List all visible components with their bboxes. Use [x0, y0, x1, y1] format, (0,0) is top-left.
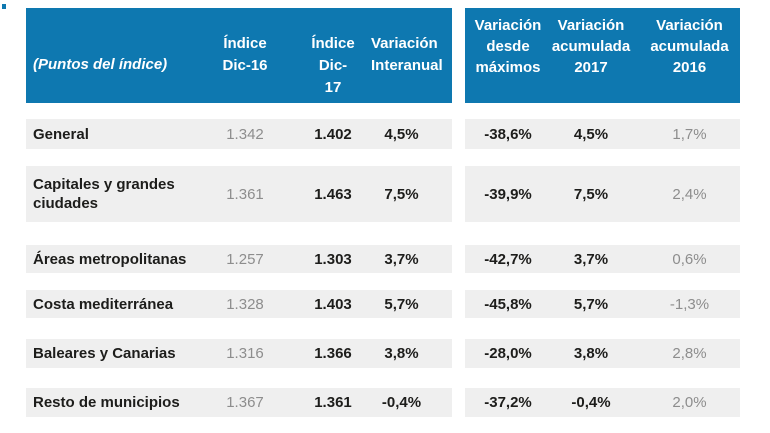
- cell-indice-dic16: 1.257: [226, 250, 264, 268]
- cell-variacion-interanual: 5,7%: [384, 295, 419, 313]
- cell-variacion-acumulada-2016: -1,3%: [669, 295, 710, 313]
- column-header-indice-dic16: Índice Dic-16: [222, 35, 268, 74]
- cell-variacion-interanual: -0,4%: [381, 394, 422, 411]
- cell-variacion-interanual: 7,5%: [384, 185, 419, 203]
- cell-variacion-acumulada-2017: -0,4%: [571, 394, 611, 411]
- row-left-segment: Costa mediterránea 1.328 1.403 5,7%: [26, 290, 452, 318]
- cell-variacion-desde-maximos: -45,8%: [484, 295, 532, 313]
- cell-variacion-acumulada-2017: 7,5%: [573, 185, 609, 203]
- row-right-segment: -38,6% 4,5% 1,7%: [465, 119, 740, 149]
- corner-fragment: [2, 4, 6, 9]
- cell-variacion-desde-maximos: -42,7%: [484, 250, 532, 268]
- row-right-segment: -45,8% 5,7% -1,3%: [465, 290, 740, 318]
- table-row-baleares: Baleares y Canarias 1.316 1.366 3,8% -28…: [26, 339, 740, 368]
- cell-indice-dic17: 1.361: [314, 394, 352, 411]
- row-left-segment: Áreas metropolitanas 1.257 1.303 3,7%: [26, 245, 452, 273]
- cell-indice-dic17: 1.463: [314, 185, 352, 203]
- row-left-segment: General 1.342 1.402 4,5%: [26, 119, 452, 149]
- column-header-variacion-acumulada-2017: Variación acumulada 2017: [551, 17, 631, 76]
- cell-variacion-acumulada-2017: 3,7%: [573, 250, 609, 268]
- cell-indice-dic16: 1.316: [226, 345, 264, 362]
- table-row-costa: Costa mediterránea 1.328 1.403 5,7% -45,…: [26, 290, 740, 318]
- cell-indice-dic17: 1.366: [314, 345, 352, 362]
- table-header-right: Variación desde máximos Variación acumul…: [465, 8, 740, 103]
- column-header-variacion-desde-maximos: Variación desde máximos: [474, 17, 542, 76]
- row-right-segment: -39,9% 7,5% 2,4%: [465, 166, 740, 222]
- cell-variacion-acumulada-2017: 3,8%: [573, 345, 609, 362]
- cell-variacion-acumulada-2016: 2,0%: [672, 394, 707, 411]
- cell-variacion-desde-maximos: -39,9%: [484, 185, 532, 203]
- cell-variacion-acumulada-2016: 0,6%: [672, 250, 707, 268]
- cell-indice-dic17: 1.403: [314, 295, 352, 313]
- cell-indice-dic16: 1.361: [226, 185, 264, 203]
- unit-label: (Puntos del índice): [33, 56, 168, 73]
- cell-indice-dic17: 1.402: [314, 125, 352, 143]
- table-header-left: (Puntos del índice) Índice Dic-16 Índice…: [26, 8, 452, 103]
- cell-indice-dic17: 1.303: [314, 250, 352, 268]
- cell-indice-dic16: 1.328: [226, 295, 264, 313]
- row-left-segment: Baleares y Canarias 1.316 1.366 3,8%: [26, 339, 452, 368]
- table-row-general: General 1.342 1.402 4,5% -38,6% 4,5% 1,7…: [26, 119, 740, 149]
- row-label: Capitales y grandes ciudades: [33, 176, 175, 212]
- cell-variacion-acumulada-2017: 5,7%: [573, 295, 609, 313]
- row-left-segment: Resto de municipios 1.367 1.361 -0,4%: [26, 388, 452, 417]
- row-left-segment: Capitales y grandes ciudades 1.361 1.463…: [26, 166, 452, 222]
- cell-indice-dic16: 1.342: [226, 125, 264, 143]
- table-row-capitales: Capitales y grandes ciudades 1.361 1.463…: [26, 166, 740, 222]
- cell-variacion-interanual: 3,8%: [384, 345, 419, 362]
- cell-variacion-desde-maximos: -38,6%: [484, 125, 532, 143]
- table-row-areas: Áreas metropolitanas 1.257 1.303 3,7% -4…: [26, 245, 740, 273]
- row-label: Resto de municipios: [33, 394, 180, 411]
- column-header-indice-dic17: Índice Dic- 17: [311, 35, 355, 96]
- cell-indice-dic16: 1.367: [226, 394, 264, 411]
- row-label: General: [33, 125, 89, 143]
- cell-variacion-acumulada-2017: 4,5%: [573, 125, 609, 143]
- cell-variacion-desde-maximos: -37,2%: [484, 394, 532, 411]
- cell-variacion-desde-maximos: -28,0%: [484, 345, 532, 362]
- row-label: Áreas metropolitanas: [33, 250, 187, 268]
- row-label: Baleares y Canarias: [33, 345, 176, 362]
- row-right-segment: -37,2% -0,4% 2,0%: [465, 388, 740, 417]
- row-right-segment: -42,7% 3,7% 0,6%: [465, 245, 740, 273]
- table-row-resto: Resto de municipios 1.367 1.361 -0,4% -3…: [26, 388, 740, 417]
- column-header-variacion-acumulada-2016: Variación acumulada 2016: [650, 17, 729, 76]
- row-label: Costa mediterránea: [33, 295, 174, 313]
- cell-variacion-acumulada-2016: 1,7%: [672, 125, 707, 143]
- cell-variacion-acumulada-2016: 2,8%: [672, 345, 707, 362]
- cell-variacion-interanual: 3,7%: [384, 250, 419, 268]
- cell-variacion-interanual: 4,5%: [384, 125, 419, 143]
- cell-variacion-acumulada-2016: 2,4%: [672, 185, 707, 203]
- row-right-segment: -28,0% 3,8% 2,8%: [465, 339, 740, 368]
- column-header-variacion-interanual: Variación Interanual: [371, 35, 443, 74]
